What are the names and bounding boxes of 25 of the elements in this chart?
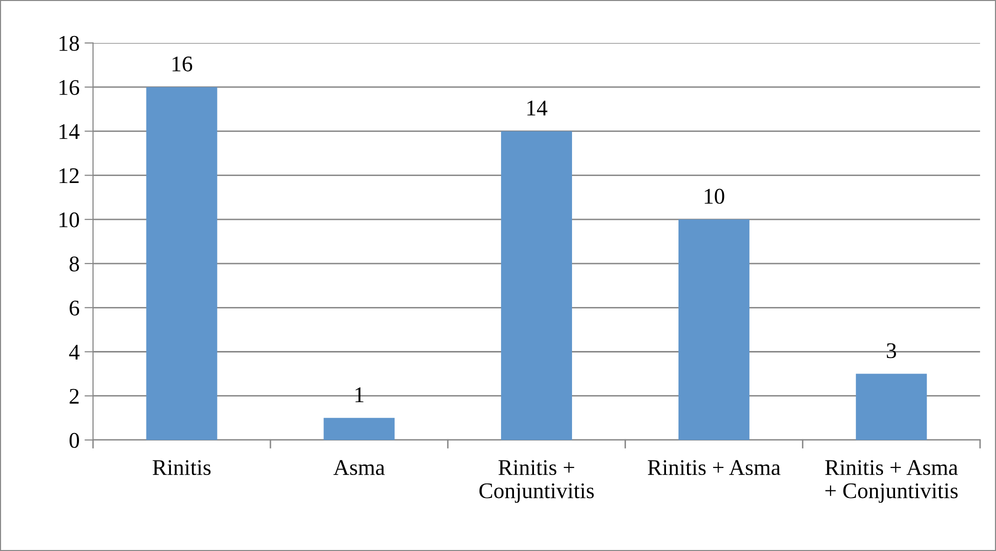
data-label: 10	[704, 188, 724, 204]
data-label: 1	[356, 387, 364, 402]
x-tick-label: Rinitis + Asma + Conjuntivitis	[825, 460, 958, 503]
y-tick-label: 18	[60, 36, 79, 51]
data-label: 16	[172, 56, 192, 72]
y-tick-label: 14	[60, 124, 80, 139]
y-tick-label: 4	[69, 344, 80, 360]
y-tick-label: 10	[60, 212, 79, 228]
bar	[324, 418, 395, 440]
x-tick-label: Rinitis + Asma	[648, 460, 780, 476]
y-tick-label: 16	[60, 80, 80, 96]
data-label: 3	[886, 343, 896, 358]
bar	[501, 131, 572, 440]
bar	[678, 219, 750, 440]
x-tick-label: Asma	[333, 460, 385, 476]
y-tick-label: 2	[70, 388, 79, 404]
x-tick-label: Rinitis + Conjuntivitis	[479, 460, 594, 503]
y-tick-label: 8	[70, 256, 79, 272]
data-label: 14	[527, 100, 548, 116]
bar	[856, 374, 927, 440]
bar	[146, 87, 218, 440]
y-tick-label: 6	[70, 300, 80, 316]
y-tick-label: 12	[60, 168, 79, 184]
y-tick-label: 0	[70, 432, 79, 448]
x-tick-label: Rinitis	[152, 460, 211, 476]
